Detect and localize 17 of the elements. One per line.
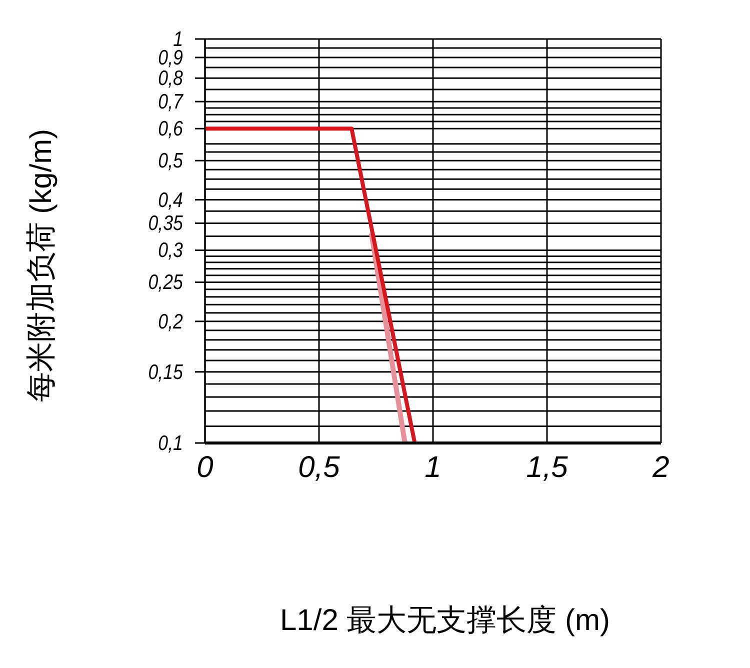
x-tick-label: 0,5 [298,451,340,484]
x-tick-label: 1 [424,451,442,484]
y-tick-label: 0,15 [148,360,184,384]
y-axis-title: 每米附加负荷 (kg/m) [24,128,60,402]
y-tick-label: 0,2 [158,310,184,334]
x-tick-label: 2 [652,451,670,484]
y-tick-label: 0,6 [158,117,184,142]
y-tick-label: 0,35 [148,212,184,236]
y-tick-label: 0,4 [158,188,184,212]
y-tick-label: 0,1 [158,432,183,456]
x-tick-label: 0 [196,451,214,484]
y-tick-label: 0,5 [158,149,184,174]
y-tick-label: 0,7 [158,90,184,114]
y-tick-label: 0,3 [158,238,184,263]
y-tick-label: 0,25 [148,270,184,295]
x-axis-title: L1/2 最大无支撑长度 (m) [278,603,612,639]
x-tick-label: 1,5 [526,451,568,484]
